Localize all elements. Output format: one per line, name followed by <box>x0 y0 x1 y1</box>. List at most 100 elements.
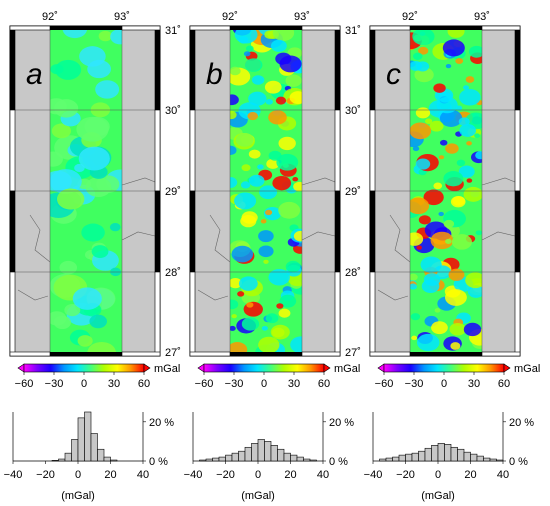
anomaly-blob <box>410 197 430 215</box>
anomaly-blob <box>76 116 109 142</box>
hist-x-tick-label: −40 <box>184 469 203 481</box>
anomaly-blob <box>56 188 85 210</box>
frame-bottom <box>9 351 51 357</box>
anomaly-blob <box>423 273 441 286</box>
hist-x-axis-label: (mGal) <box>241 490 275 502</box>
hist-bar <box>463 451 471 462</box>
anomaly-blob <box>412 27 435 46</box>
hist-bar <box>418 450 426 462</box>
anomaly-blob <box>425 118 433 124</box>
anomaly-blob <box>433 83 446 93</box>
frame-tick-left <box>369 109 376 192</box>
border-line <box>17 177 161 301</box>
anomaly-blob <box>91 245 109 259</box>
hist-bar <box>264 441 272 462</box>
anomaly-blob <box>445 143 459 154</box>
anomaly-blob <box>445 238 452 244</box>
frame-tick-right <box>154 25 161 111</box>
anomaly-blob <box>412 52 423 60</box>
colorbar-left-arrow <box>377 363 385 373</box>
anomaly-blob <box>433 182 443 190</box>
anomaly-blob <box>50 169 82 194</box>
anomaly-blob <box>241 317 260 331</box>
hist-x-tick-label: −20 <box>36 469 55 481</box>
anomaly-blob <box>244 58 263 72</box>
frame-tick-left <box>189 190 196 273</box>
frame-tick-left <box>369 190 376 273</box>
anomaly-blob <box>463 85 470 90</box>
anomaly-blob <box>278 136 296 151</box>
anomaly-blob <box>241 164 251 172</box>
anomaly-blob <box>266 158 280 169</box>
anomaly-blob <box>451 234 472 250</box>
colorbar: mGal −60 −30 0 30 60 <box>195 363 361 390</box>
frame-bottom <box>189 351 231 357</box>
hist-bar <box>309 459 317 462</box>
hist-bar <box>277 448 285 462</box>
anomaly-blob <box>448 268 465 281</box>
latitude-label: 29˚ <box>165 186 181 198</box>
anomaly-blob <box>238 276 258 291</box>
hist-bar <box>244 446 252 462</box>
hist-x-axis-label: (mGal) <box>421 490 455 502</box>
hist-bar <box>97 448 105 462</box>
hist-x-tick-label: −40 <box>4 469 23 481</box>
hist-bar <box>257 439 265 462</box>
anomaly-blob <box>50 64 64 75</box>
anomaly-blob <box>439 109 463 127</box>
anomaly-blob <box>51 123 72 139</box>
hist-bar <box>77 417 85 462</box>
anomaly-blob <box>410 273 418 281</box>
anomaly-blob <box>293 181 302 192</box>
anomaly-blob <box>434 308 441 313</box>
anomaly-blob <box>278 201 301 219</box>
anomaly-blob <box>53 315 71 330</box>
anomaly-blob <box>443 219 455 228</box>
hist-x-tick-label: 0 <box>75 469 81 481</box>
anomaly-blob <box>251 75 265 85</box>
frame-tick-left <box>189 25 196 111</box>
anomaly-blob <box>50 151 63 167</box>
map-panels: a 92˚ 93˚ 31˚ 30˚ 29˚ 28˚ 27˚ b 92˚ 93˚ 31˚ 30˚ 29˚ 28… <box>9 11 521 359</box>
anomaly-blob <box>474 133 480 138</box>
anomaly-blob <box>467 285 482 298</box>
frame-bottom <box>410 352 482 356</box>
anomaly-blob <box>109 223 121 232</box>
hist-x-tick-label: 0 <box>435 469 441 481</box>
anomaly-blob <box>230 66 241 76</box>
histogram-2: −40 −20 0 20 40 20 % 0 % (mGal) <box>184 412 354 502</box>
colorbar-tick-label: 0 <box>81 378 87 390</box>
colorbar-tick-label: 60 <box>318 378 330 390</box>
colorbar-tick-label: 0 <box>261 378 267 390</box>
hist-bar <box>398 454 406 462</box>
anomaly-blob <box>430 231 454 250</box>
latitude-label: 27˚ <box>165 347 181 359</box>
anomaly-blob <box>263 259 269 264</box>
anomaly-blob <box>458 117 470 126</box>
anomaly-blob <box>235 132 254 147</box>
anomaly-blob <box>466 178 473 183</box>
anomaly-blob <box>442 39 465 57</box>
anomaly-blob <box>465 272 482 289</box>
frame-tick-right <box>514 25 521 111</box>
panel-letter: a <box>26 58 43 91</box>
colorbar-tick-label: −60 <box>375 378 394 390</box>
hist-bar <box>64 452 72 462</box>
anomaly-blob <box>466 141 472 146</box>
longitude-label: 92˚ <box>42 11 58 23</box>
hist-bar <box>489 458 497 462</box>
anomaly-blob <box>240 214 257 228</box>
gravity-anomaly-strip <box>50 26 122 356</box>
colorbar-left-arrow <box>197 363 205 373</box>
hist-bar <box>218 456 226 462</box>
hist-bar <box>470 453 478 462</box>
anomaly-blob <box>465 76 475 83</box>
longitude-label: 92˚ <box>222 11 238 23</box>
hist-bar <box>457 448 465 462</box>
colorbars: mGal −60 −30 0 30 60 mGal −60 −30 0 30 60 mGal −60 −30… <box>15 363 541 390</box>
anomaly-blob <box>450 342 461 350</box>
frame-tick-right <box>334 25 341 111</box>
hist-bar <box>444 444 452 462</box>
anomaly-blob <box>279 294 297 308</box>
